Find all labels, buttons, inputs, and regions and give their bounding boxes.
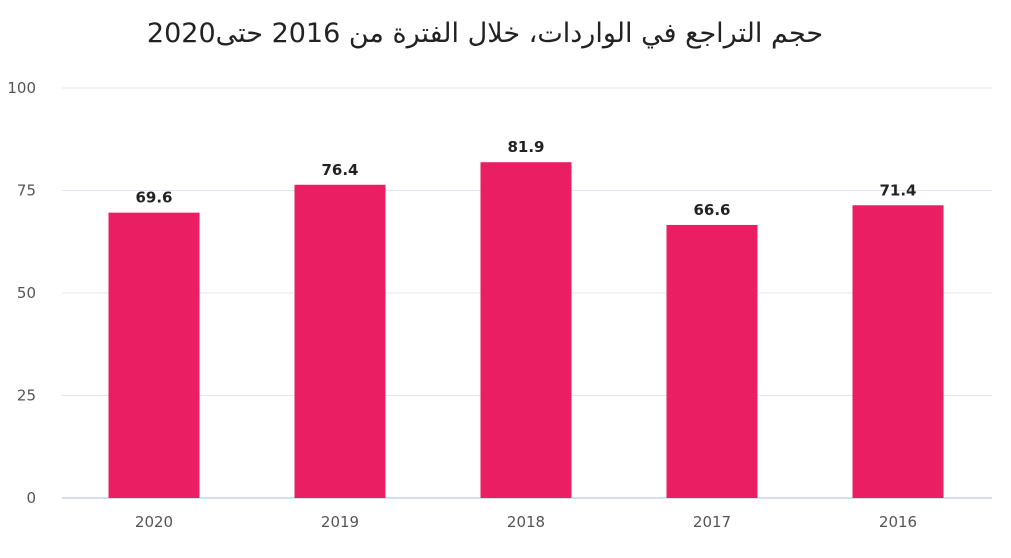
x-tick-label-2018: 2018 [507, 513, 545, 531]
x-axis: 2020 2019 2018 2017 2016 [135, 513, 917, 531]
x-tick-label-2016: 2016 [879, 513, 917, 531]
y-tick-label: 75 [17, 182, 36, 200]
y-tick-label: 50 [17, 284, 36, 302]
data-label-2020: 69.6 [135, 189, 172, 207]
bar-2019 [294, 184, 386, 498]
y-axis: 0 25 50 75 100 [7, 79, 36, 507]
data-label-2019: 76.4 [321, 161, 358, 179]
chart-title: حجم التراجع في الواردات، خلال الفترة من … [146, 18, 824, 49]
data-label-2017: 66.6 [693, 201, 730, 219]
y-tick-label: 25 [17, 387, 36, 405]
bars [108, 162, 944, 498]
bar-2020 [108, 212, 200, 498]
x-tick-label-2020: 2020 [135, 513, 173, 531]
data-label-2016: 71.4 [879, 181, 916, 199]
bar-2016 [852, 205, 944, 498]
x-tick-label-2019: 2019 [321, 513, 359, 531]
data-labels: 69.6 76.4 81.9 66.6 71.4 [135, 138, 916, 219]
y-tick-label: 100 [7, 79, 36, 97]
x-tick-label-2017: 2017 [693, 513, 731, 531]
y-tick-label: 0 [26, 489, 36, 507]
bar-2017 [666, 224, 758, 498]
data-label-2018: 81.9 [507, 138, 544, 156]
bar-2018 [480, 162, 572, 498]
